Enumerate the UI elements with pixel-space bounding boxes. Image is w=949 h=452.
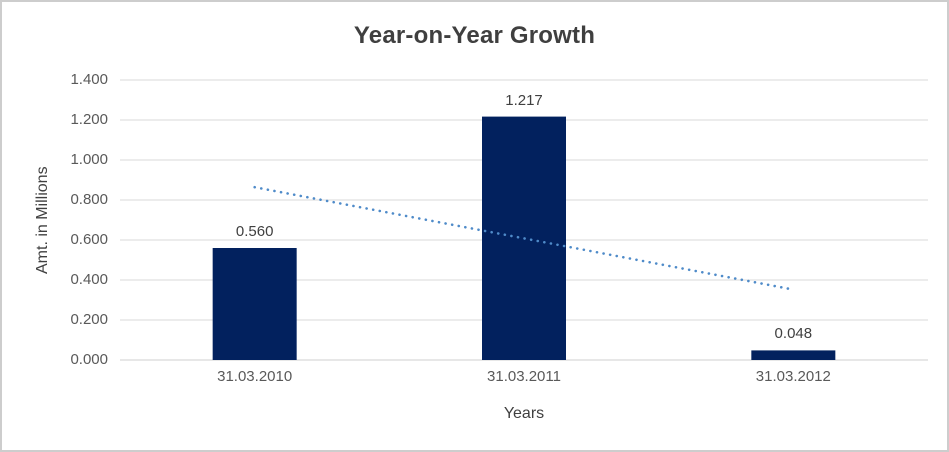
- y-tick-label: 1.400: [70, 71, 108, 88]
- plot-area: [120, 79, 928, 361]
- y-tick-label: 0.800: [70, 191, 108, 208]
- x-axis-title: Years: [503, 405, 545, 422]
- chart-title: Year-on-Year Growth: [353, 22, 596, 49]
- plot-svg: [120, 79, 928, 361]
- y-tick-label: 0.400: [70, 271, 108, 288]
- bar-value-label: 1.217: [505, 91, 543, 109]
- bar: [751, 350, 836, 360]
- y-tick-label: 1.200: [70, 111, 108, 128]
- x-tick-label: 31.03.2012: [755, 368, 831, 385]
- y-tick-label: 0.200: [70, 311, 108, 328]
- y-tick-label: 0.600: [70, 231, 108, 248]
- bar-value-label: 0.560: [235, 223, 274, 240]
- y-tick-label: 0.000: [70, 351, 108, 368]
- y-tick-label: 1.000: [70, 151, 108, 168]
- trendline: [253, 185, 795, 291]
- bar-value-label: 0.048: [774, 325, 813, 343]
- x-tick-label: 31.03.2011: [487, 368, 561, 385]
- x-tick-label: 31.03.2010: [217, 368, 293, 385]
- bar: [212, 248, 297, 360]
